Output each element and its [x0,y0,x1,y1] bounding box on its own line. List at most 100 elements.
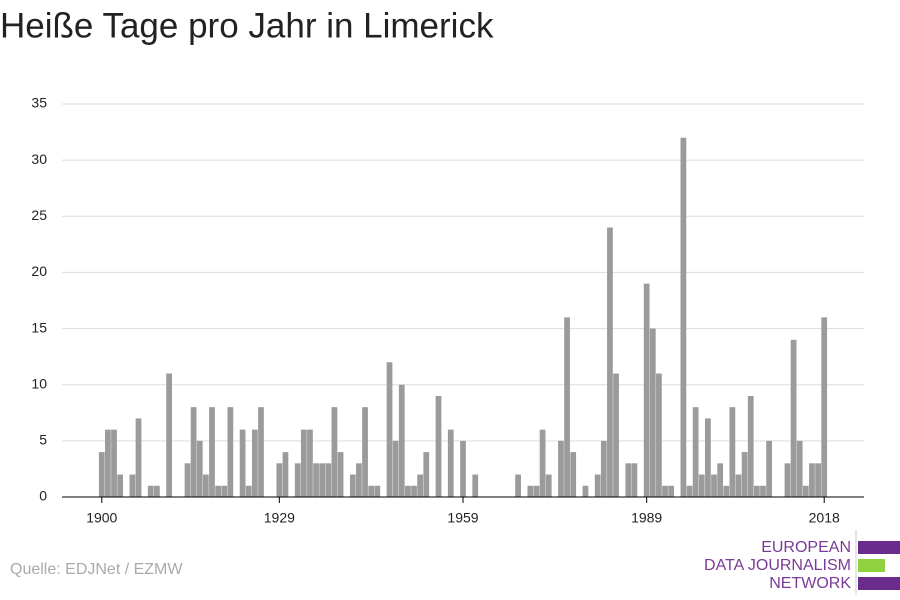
bar [294,463,301,497]
bar [729,407,736,497]
bar [570,452,577,497]
logo-bar [858,577,900,590]
bar [282,452,289,497]
bar [582,485,589,497]
bar [368,485,375,497]
bar [386,362,393,497]
bar [423,452,430,497]
bar [411,485,417,497]
bar [98,452,105,497]
bar [356,463,362,497]
logo-text: NETWORK [769,575,851,592]
bar [594,474,601,497]
bar [460,440,466,497]
bar [392,440,399,497]
x-tick-label: 1929 [264,510,295,526]
bar [631,463,638,497]
y-tick-label: 35 [31,95,47,111]
bar [533,485,540,497]
bar [190,407,197,497]
bar [417,474,424,497]
chart-title: Heiße Tage pro Jahr in Limerick [0,6,494,45]
bar [154,485,160,497]
bar [735,474,742,497]
bar [692,407,699,497]
bar [447,429,454,497]
bar [809,463,815,497]
logo-bar [858,541,900,554]
bar [815,463,821,497]
bar [564,317,570,497]
bar [202,474,209,497]
bar [821,317,828,497]
bar [472,474,479,497]
bar [558,440,564,497]
bar [251,429,258,497]
x-tick-label: 1959 [447,510,478,526]
bar [545,474,552,497]
bar [802,485,809,497]
bar [705,418,711,497]
bar [527,485,534,497]
bar [717,463,724,497]
bar [331,407,338,497]
bar [239,429,246,497]
bar [166,373,173,497]
bar [129,474,136,497]
bar [784,463,791,497]
x-tick-label: 1900 [86,510,117,526]
bar [625,463,632,497]
bar [349,474,356,497]
bar [613,373,619,497]
x-tick-label: 1989 [631,510,662,526]
bar [607,227,613,497]
bar [668,485,675,497]
bar [374,485,381,497]
bar [600,440,607,497]
bar [105,429,111,497]
bar [662,485,668,497]
bar [319,463,326,497]
bar [790,339,797,497]
bar [796,440,803,497]
bar [300,429,307,497]
bar [276,463,283,497]
bar [405,485,411,497]
bar [337,452,344,497]
bar [245,485,252,497]
bar [307,429,313,497]
logo-bar [858,559,885,572]
bar [539,429,546,497]
bar [760,485,766,497]
bar [111,429,117,497]
bar [258,407,264,497]
y-tick-label: 25 [31,207,47,223]
bar [698,474,705,497]
bar [643,283,650,497]
logo-text: DATA JOURNALISM [704,557,851,574]
bar [215,485,221,497]
x-tick-label: 2018 [809,510,840,526]
bar [325,463,332,497]
bar [209,407,215,497]
y-tick-label: 30 [31,151,47,167]
bar [117,474,124,497]
bar [741,452,748,497]
y-tick-label: 20 [31,263,47,279]
bar [515,474,521,497]
bar [680,137,687,497]
bar [435,395,442,497]
bar [362,407,368,497]
source: Quelle: EDJNet / EZMW [10,561,183,578]
bar [196,440,203,497]
bar [747,395,754,497]
bar [649,328,656,497]
bar [723,485,730,497]
bar [147,485,154,497]
bar [398,384,405,497]
bar [686,485,693,497]
y-tick-label: 5 [39,432,47,448]
y-tick-label: 10 [31,375,47,391]
bar [135,418,142,497]
